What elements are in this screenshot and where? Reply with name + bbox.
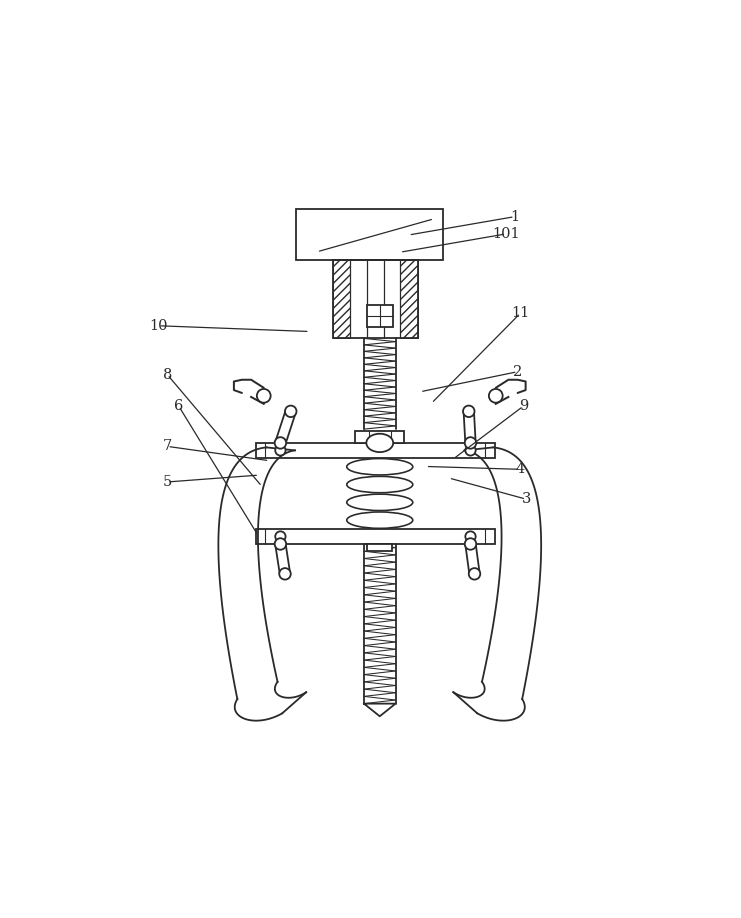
Circle shape — [285, 406, 296, 417]
Bar — [367, 544, 393, 551]
Text: 8: 8 — [162, 367, 172, 382]
Polygon shape — [219, 447, 295, 699]
Polygon shape — [464, 411, 476, 443]
Text: 4: 4 — [516, 463, 525, 476]
Bar — [333, 260, 350, 339]
Ellipse shape — [347, 512, 413, 529]
Text: 11: 11 — [511, 306, 530, 320]
Circle shape — [489, 389, 502, 403]
Bar — [367, 305, 393, 327]
Circle shape — [279, 568, 290, 579]
Circle shape — [275, 437, 286, 449]
Bar — [333, 260, 418, 339]
Circle shape — [465, 445, 476, 455]
Bar — [296, 209, 443, 260]
Text: 9: 9 — [519, 399, 528, 413]
Polygon shape — [276, 409, 296, 444]
Polygon shape — [276, 543, 290, 575]
Circle shape — [463, 406, 474, 417]
Text: 2: 2 — [513, 364, 522, 379]
Text: 7: 7 — [163, 440, 172, 453]
Circle shape — [469, 568, 480, 579]
Bar — [256, 442, 494, 458]
Ellipse shape — [347, 494, 413, 510]
Circle shape — [465, 538, 476, 550]
Text: 101: 101 — [492, 227, 520, 241]
Circle shape — [275, 538, 286, 550]
Circle shape — [275, 445, 285, 455]
Ellipse shape — [366, 433, 393, 452]
Polygon shape — [364, 703, 396, 716]
Circle shape — [257, 389, 270, 403]
Circle shape — [465, 532, 476, 542]
Text: 10: 10 — [150, 319, 168, 332]
Circle shape — [275, 532, 285, 542]
Polygon shape — [465, 543, 479, 575]
Text: 5: 5 — [163, 475, 172, 489]
Text: 1: 1 — [510, 209, 519, 224]
Ellipse shape — [347, 459, 413, 475]
Polygon shape — [465, 447, 541, 699]
Bar — [256, 529, 494, 544]
Circle shape — [465, 437, 476, 449]
Bar — [356, 431, 404, 442]
Ellipse shape — [347, 476, 413, 493]
Text: 6: 6 — [174, 399, 184, 413]
Text: 3: 3 — [522, 492, 531, 506]
Bar — [400, 260, 418, 339]
